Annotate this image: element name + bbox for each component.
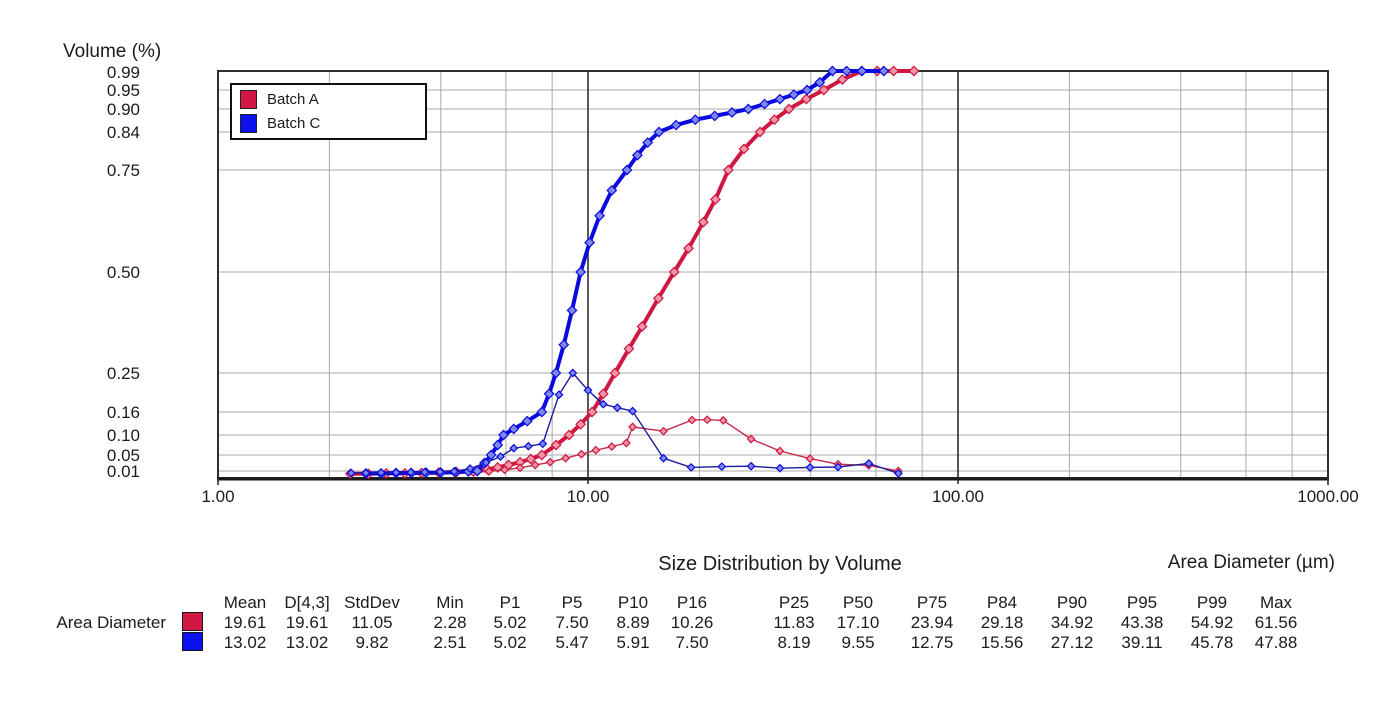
table-value: 2.28	[433, 613, 467, 632]
distribution-chart	[217, 65, 1329, 485]
chart-title: Size Distribution by Volume	[658, 553, 902, 575]
table-column-header: Max	[1259, 593, 1293, 612]
table-value: 19.61	[285, 613, 329, 632]
x-tick-label: 1.00	[201, 487, 235, 506]
table-value: 10.26	[670, 613, 714, 632]
table-value: 8.89	[616, 613, 650, 632]
table-value: 34.92	[1050, 613, 1094, 632]
table-column-header: Min	[436, 593, 464, 612]
table-value: 15.56	[980, 633, 1024, 652]
y-tick-label: 0.50	[106, 263, 140, 282]
table-value: 11.83	[773, 613, 815, 632]
table-value: 61.56	[1254, 613, 1298, 632]
table-column-header: P5	[561, 593, 583, 612]
table-column-header: P90	[1056, 593, 1088, 612]
table-value: 45.78	[1190, 633, 1234, 652]
table-column-header: P16	[676, 593, 708, 612]
table-value: 13.02	[223, 633, 267, 652]
legend-label: Batch A	[267, 91, 319, 108]
table-value: 12.75	[910, 633, 954, 652]
x-axis-title: Area Diameter (µm)	[1167, 552, 1335, 573]
batch-a-row-swatch	[182, 612, 203, 631]
table-row-label: Area Diameter	[56, 613, 166, 632]
table-value: 9.82	[355, 633, 389, 652]
table-value: 27.12	[1050, 633, 1094, 652]
table-value: 7.50	[555, 613, 589, 632]
table-value: 9.55	[841, 633, 875, 652]
y-tick-label: 0.05	[106, 446, 140, 465]
batch-a-color-swatch	[240, 90, 257, 109]
batch-c-row-swatch	[182, 632, 203, 651]
table-value: 7.50	[675, 633, 709, 652]
table-value: 54.92	[1190, 613, 1234, 632]
table-value: 29.18	[980, 613, 1024, 632]
table-column-header: D[4,3]	[284, 593, 330, 612]
y-tick-label: 0.99	[106, 63, 140, 82]
y-tick-label: 0.75	[106, 161, 140, 180]
table-value: 13.02	[285, 633, 329, 652]
table-value: 39.11	[1121, 633, 1163, 652]
y-tick-label: 0.16	[106, 403, 140, 422]
table-value: 23.94	[910, 613, 954, 632]
table-column-header: P75	[916, 593, 948, 612]
table-column-header: P10	[617, 593, 649, 612]
table-column-header: P99	[1196, 593, 1228, 612]
table-value: 47.88	[1254, 633, 1298, 652]
table-value: 43.38	[1120, 613, 1164, 632]
legend-label: Batch C	[267, 115, 321, 132]
table-column-header: P1	[499, 593, 521, 612]
legend-item-batch-c: Batch C	[232, 114, 425, 133]
x-tick-label: 1000.00	[1297, 487, 1359, 506]
table-value: 19.61	[223, 613, 267, 632]
batch-c-color-swatch	[240, 114, 257, 133]
x-tick-label: 10.00	[566, 487, 610, 506]
legend-item-batch-a: Batch A	[232, 90, 425, 109]
table-value: 5.91	[616, 633, 650, 652]
batch-c-frequency-curve	[350, 372, 900, 475]
batch-c-frequency-curve-markers	[346, 368, 903, 478]
table-value: 17.10	[836, 613, 880, 632]
y-tick-label: 0.84	[106, 123, 140, 142]
y-tick-label: 0.01	[106, 462, 140, 481]
table-value: 11.05	[351, 613, 393, 632]
table-column-header: P95	[1126, 593, 1158, 612]
y-tick-label: 0.25	[106, 364, 140, 383]
table-value: 2.51	[433, 633, 467, 652]
batch-c-cumulative-curve-markers	[360, 65, 890, 479]
table-column-header: Mean	[223, 593, 267, 612]
x-tick-label: 100.00	[932, 487, 984, 506]
y-tick-label: 0.95	[106, 81, 140, 100]
table-value: 5.47	[555, 633, 589, 652]
table-column-header: StdDev	[344, 593, 400, 612]
y-tick-label: 0.10	[106, 426, 140, 445]
chart-legend: Batch A Batch C	[230, 83, 427, 140]
table-column-header: P25	[778, 593, 810, 612]
y-axis-title: Volume (%)	[63, 41, 162, 62]
table-value: 8.19	[777, 633, 811, 652]
table-value: 5.02	[493, 613, 527, 632]
table-value: 5.02	[493, 633, 527, 652]
table-column-header: P84	[986, 593, 1018, 612]
y-tick-label: 0.90	[106, 100, 140, 119]
table-column-header: P50	[842, 593, 874, 612]
